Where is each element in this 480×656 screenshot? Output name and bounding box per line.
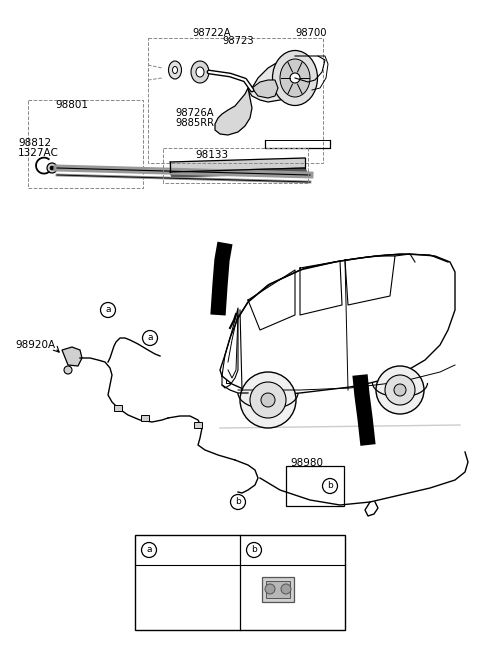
Text: b: b [327, 482, 333, 491]
FancyBboxPatch shape [135, 535, 345, 630]
FancyBboxPatch shape [194, 422, 202, 428]
Polygon shape [430, 267, 448, 280]
Ellipse shape [280, 59, 310, 97]
Text: 98653: 98653 [268, 543, 305, 556]
Text: 9885RR: 9885RR [175, 118, 214, 128]
FancyBboxPatch shape [141, 415, 149, 421]
Text: 98951: 98951 [163, 543, 200, 556]
Text: 98723: 98723 [222, 36, 253, 46]
Polygon shape [252, 80, 278, 98]
Circle shape [281, 584, 291, 594]
Text: a: a [105, 306, 111, 314]
Text: 98726A: 98726A [175, 108, 214, 118]
Ellipse shape [172, 66, 178, 73]
Text: a: a [146, 546, 152, 554]
Text: a: a [147, 333, 153, 342]
Text: b: b [251, 546, 257, 554]
Circle shape [250, 382, 286, 418]
Ellipse shape [196, 67, 204, 77]
Text: 98801: 98801 [55, 100, 88, 110]
Circle shape [376, 366, 424, 414]
Polygon shape [215, 88, 252, 135]
Circle shape [158, 591, 168, 601]
Circle shape [385, 375, 415, 405]
Ellipse shape [168, 61, 181, 79]
Text: 98133: 98133 [195, 150, 228, 160]
Text: 98700: 98700 [295, 28, 326, 38]
Circle shape [265, 584, 275, 594]
Polygon shape [170, 158, 305, 172]
Circle shape [179, 606, 187, 614]
Polygon shape [248, 56, 312, 102]
Circle shape [50, 166, 54, 170]
Polygon shape [220, 254, 455, 395]
Circle shape [47, 163, 57, 173]
Text: 98722A: 98722A [192, 28, 230, 38]
Polygon shape [170, 168, 307, 177]
Circle shape [240, 372, 296, 428]
Circle shape [290, 73, 300, 83]
Circle shape [394, 384, 406, 396]
Text: b: b [235, 497, 241, 506]
Polygon shape [62, 347, 82, 366]
FancyBboxPatch shape [262, 577, 294, 602]
Text: 1327AC: 1327AC [18, 148, 59, 158]
Text: 98980: 98980 [290, 458, 323, 468]
FancyBboxPatch shape [266, 581, 290, 598]
Text: 98812: 98812 [18, 138, 51, 148]
Circle shape [64, 366, 72, 374]
Text: 98920A: 98920A [15, 340, 55, 350]
FancyBboxPatch shape [114, 405, 122, 411]
Ellipse shape [273, 51, 317, 106]
Ellipse shape [191, 61, 209, 83]
Circle shape [261, 393, 275, 407]
